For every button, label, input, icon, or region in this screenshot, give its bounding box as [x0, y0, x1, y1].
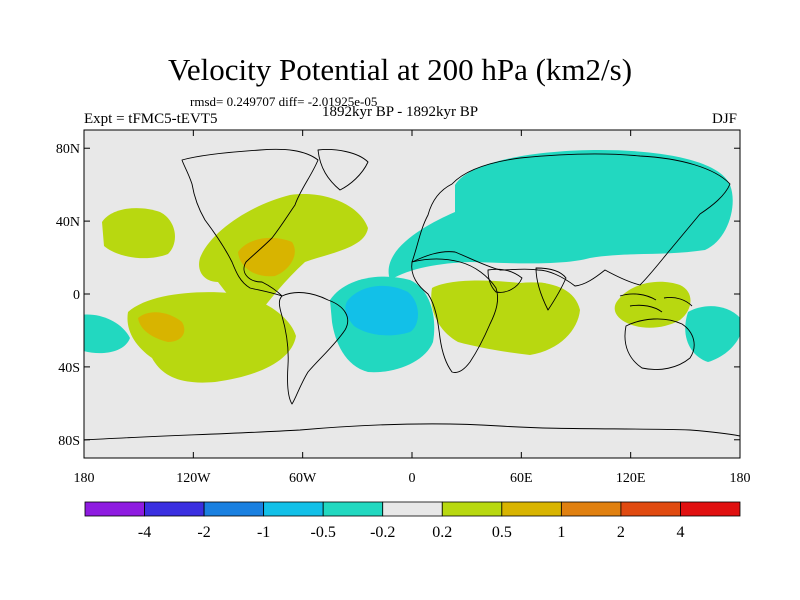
coastline-north-america [181, 148, 319, 297]
colorbar-label: -1 [257, 524, 270, 541]
coastline-arabia [487, 268, 523, 293]
coastline-africa [411, 258, 499, 373]
x-tick-label: 120W [176, 471, 211, 486]
coastline-maritime [619, 293, 693, 313]
coastline-greenland [317, 149, 369, 191]
colorbar-label: 0.2 [432, 524, 452, 541]
contour-south-pacific-core [138, 312, 185, 342]
coastline-india [535, 267, 567, 311]
y-tick-label: 80N [56, 142, 80, 157]
colorbar-label: -0.5 [311, 524, 336, 541]
colorbar-swatch [560, 501, 622, 517]
contour-equatorial-atlantic [345, 285, 418, 336]
y-tick-label: 0 [73, 288, 80, 303]
y-tick-label: 40N [56, 215, 80, 230]
x-tick-label: 180 [74, 471, 95, 486]
y-tick-label: 80S [58, 434, 80, 449]
x-tick-label: 60E [510, 471, 533, 486]
colorbar-swatch [382, 501, 443, 517]
coastline-europe-asia [411, 153, 731, 287]
colorbar-label: 4 [676, 524, 684, 541]
colorbar-swatch [680, 501, 741, 517]
colorbar-swatch [263, 501, 324, 517]
coastline-south-america [278, 292, 349, 405]
colorbar-swatch [144, 501, 205, 517]
coastline-australia [624, 318, 695, 370]
map-title: Velocity Potential at 200 hPa (km2/s) [167, 52, 633, 87]
stats-label: rmsd= 0.249707 diff= -2.01925e-05 [190, 94, 378, 109]
x-tick-label: 120E [616, 471, 646, 486]
axis-ticks: 180 120W 60W 0 60E 120E 180 80N 40N 0 40S 80S [56, 130, 751, 486]
contour-eurasia [388, 150, 733, 280]
x-tick-label: 180 [730, 471, 751, 486]
colorbar-label: 1 [557, 524, 565, 541]
period-label: 1892kyr BP - 1892kyr BP [322, 104, 479, 120]
colorbar-swatch [203, 501, 265, 517]
season-label: DJF [712, 111, 738, 127]
coastlines [84, 148, 740, 441]
contour-india-patch [520, 282, 556, 299]
colorbar-swatch [441, 501, 503, 517]
contour-north-pacific [102, 208, 175, 259]
y-tick-label: 40S [58, 361, 80, 376]
colorbar-label: 2 [617, 524, 625, 541]
coastline-antarctica [84, 423, 740, 441]
x-tick-label: 0 [409, 471, 416, 486]
colorbar-swatch [501, 501, 562, 517]
colorbar-swatch [84, 501, 145, 517]
colorbar-label: -4 [138, 524, 151, 541]
contour-south-pacific [127, 292, 296, 383]
contour-west-pacific [685, 306, 740, 362]
contour-east-pacific [84, 314, 130, 354]
colorbar-swatch [620, 501, 681, 517]
contour-caribbean-core [238, 237, 295, 277]
contour-maritime-continent [614, 281, 691, 328]
experiment-label: Expt = tFMC5-tEVT5 [84, 111, 218, 127]
colorbar-swatch [322, 501, 384, 517]
colorbar-label: -0.2 [370, 524, 395, 541]
x-tick-label: 60W [289, 471, 317, 486]
colorbar-label: 0.5 [492, 524, 512, 541]
colorbar-label: -2 [197, 524, 210, 541]
colorbar: -4 -2 -1 -0.5 -0.2 0.2 0.5 1 2 4 [84, 501, 741, 541]
